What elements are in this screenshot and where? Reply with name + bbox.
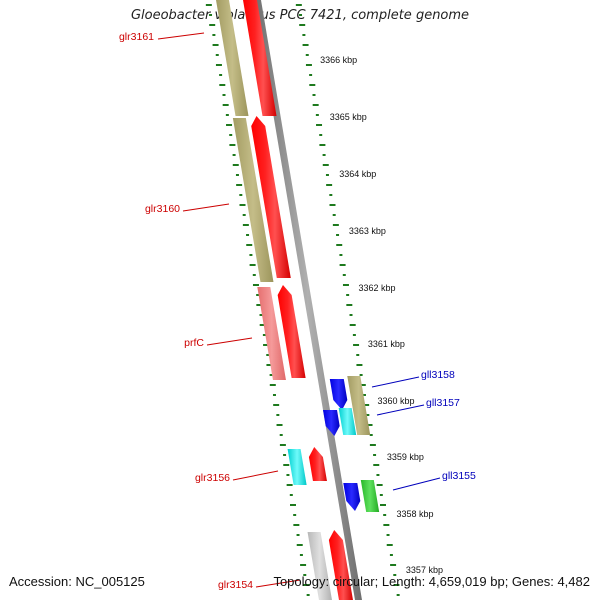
gene-label-glr3161: glr3161 (119, 31, 154, 43)
cds-arrow-gll3157 (323, 410, 340, 436)
gene-leader-line (232, 470, 279, 481)
ruler-label: 3359 kbp (387, 452, 424, 462)
gene-label-glr3160: glr3160 (145, 203, 180, 215)
cds-arrow-glr3160 (251, 116, 291, 278)
cog-band-gll3158 (347, 376, 371, 435)
gene-leader-line (371, 376, 420, 388)
gene-label-gll3157: gll3157 (426, 397, 460, 409)
cog-band-gll3155 (360, 480, 380, 512)
cog-band-glr3161 (216, 0, 249, 116)
cds-arrow-prfC (277, 285, 306, 378)
cog-band-gll3157 (338, 408, 357, 435)
ruler-label: 3365 kbp (330, 112, 367, 122)
gene-leader-line (206, 337, 253, 346)
gene-features (216, 0, 380, 600)
cds-arrow-gll3155 (343, 483, 361, 511)
cds-arrow-glr3154 (328, 530, 353, 600)
ruler-label: 3364 kbp (339, 169, 376, 179)
ruler-label: 3362 kbp (358, 283, 395, 293)
ruler-label: 3363 kbp (349, 226, 386, 236)
ruler-labels: 3366 kbp 3365 kbp 3364 kbp 3363 kbp 3362 kbp… (320, 55, 443, 575)
ruler-label: 3361 kbp (368, 339, 405, 349)
genome-summary: Topology: circular; Length: 4,659,019 bp… (273, 574, 590, 589)
gene-label-prfC: prfC (184, 337, 204, 349)
accession-text: Accession: NC_005125 (9, 574, 145, 589)
cds-arrow-glr3156 (308, 447, 327, 481)
gene-leader-line (157, 32, 205, 40)
gene-leader-line (376, 404, 425, 416)
ruler-label: 3358 kbp (397, 509, 434, 519)
cog-band-glr3154 (307, 532, 332, 600)
gene-label-glr3156: glr3156 (195, 472, 230, 484)
ruler-label: 3357 kbp (406, 565, 443, 575)
ruler-label: 3366 kbp (320, 55, 357, 65)
gene-leader-line (182, 203, 230, 212)
gene-leader-line (392, 477, 441, 491)
gene-labels: glr3161 glr3160 prfC gll3158 gll3157 glr3156 g… (119, 31, 476, 591)
gene-label-gll3158: gll3158 (421, 369, 455, 381)
cds-arrow-glr3161 (243, 0, 277, 116)
cog-band-glr3160 (232, 118, 274, 282)
cog-band-prfC (257, 287, 286, 380)
cds-arrow-gll3158 (329, 379, 348, 410)
cog-band-glr3156 (287, 449, 307, 485)
backbone (254, 0, 362, 600)
gene-label-glr3154: glr3154 (218, 579, 253, 591)
ruler-ticks (205, 4, 400, 596)
gene-label-gll3155: gll3155 (442, 470, 476, 482)
ruler-label: 3360 kbp (377, 396, 414, 406)
gene-leader-line (255, 579, 301, 588)
